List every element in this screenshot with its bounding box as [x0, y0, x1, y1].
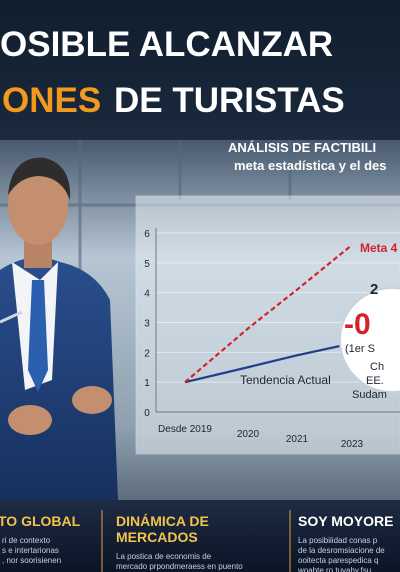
callout-top: 2	[370, 281, 378, 298]
callout: 2 -0 (1er S Ch EE. Sudam	[339, 281, 400, 401]
section-body: de la desromsiacione de	[298, 546, 385, 555]
x-tick-label: 2020	[237, 429, 260, 440]
headline-accent: ONES	[2, 81, 101, 120]
callout-circle	[339, 287, 400, 393]
y-tick-label: 2	[144, 348, 150, 359]
x-tick-label: 2021	[286, 434, 309, 445]
section-body: La posibiiidad conas p	[298, 536, 378, 545]
callout-line: Sudam	[352, 389, 387, 401]
callout-value: -0	[344, 308, 371, 341]
headline: DE TURISTAS	[114, 81, 345, 120]
section-title: TO GLOBAL	[0, 513, 81, 529]
y-tick-label: 1	[144, 378, 150, 389]
section-body: woabte ro tuvahy.fsu	[297, 566, 371, 572]
section-body: La postica de economis de	[116, 552, 212, 561]
x-tick-label: Desde 2019	[158, 424, 212, 435]
subtitle: meta estadística y el des	[234, 158, 386, 173]
y-tick-label: 6	[144, 229, 150, 240]
chart: 0 1 2 3 4 5 6 Desde 2019 2020 2021 2023 Tendencia A…	[144, 228, 400, 450]
section-title: SOY MOYORE	[298, 513, 393, 529]
section-title: MERCADOS	[116, 529, 198, 545]
callout-line: (1er S	[345, 343, 375, 355]
bottom-band	[0, 500, 400, 572]
header-band	[0, 0, 400, 140]
series-label: Meta 4	[360, 241, 398, 255]
section-body: ooitecta parespedica q	[298, 556, 379, 565]
y-tick-label: 4	[144, 289, 150, 300]
y-tick-label: 0	[144, 408, 150, 419]
section-title: DINÁMICA DE	[116, 513, 209, 529]
person	[0, 157, 118, 500]
callout-line: EE.	[366, 375, 384, 387]
section-body: ri de contexto	[2, 536, 51, 545]
y-tick-label: 3	[144, 319, 150, 330]
headline: OSIBLE ALCANZAR	[0, 25, 333, 64]
section-body: mercado prpondmeraess en puento	[116, 562, 243, 571]
series-label: Tendencia Actual	[240, 373, 331, 387]
section-body: , nor soorisienen	[2, 556, 61, 565]
section-body: s e intertarionas	[2, 546, 59, 555]
y-tick-label: 5	[144, 259, 150, 270]
subtitle: ANÁLISIS DE FACTIBILI	[228, 140, 376, 155]
x-tick-label: 2023	[341, 439, 364, 450]
series-line	[184, 244, 353, 384]
callout-line: Ch	[370, 361, 384, 373]
series-line	[184, 342, 353, 384]
